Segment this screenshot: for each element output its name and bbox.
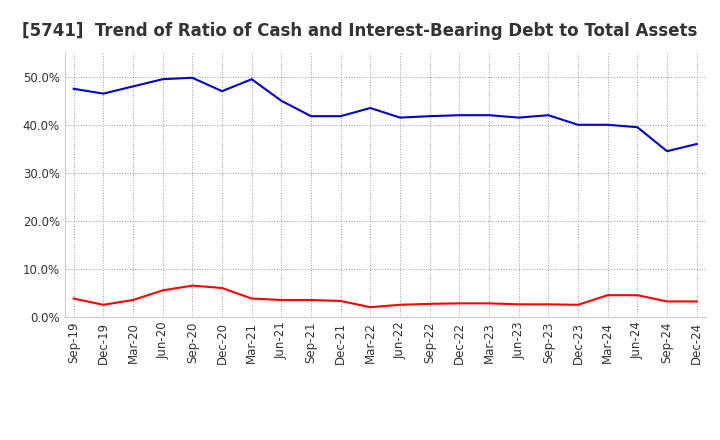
- Text: [5741]  Trend of Ratio of Cash and Interest-Bearing Debt to Total Assets: [5741] Trend of Ratio of Cash and Intere…: [22, 22, 698, 40]
